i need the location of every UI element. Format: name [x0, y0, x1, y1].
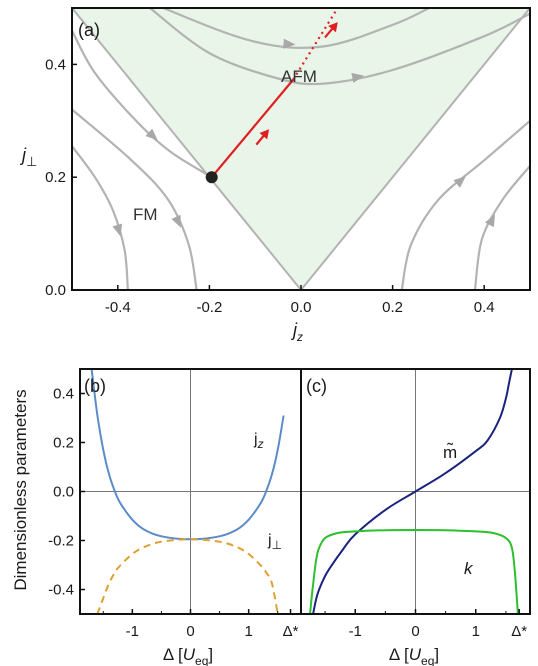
x-tick-label: -1 [126, 623, 139, 640]
y-tick-label-a: 0.4 [45, 56, 66, 73]
flow-line-7 [475, 166, 530, 290]
afm-region [72, 8, 530, 290]
y-tick-label-a: 0.0 [45, 282, 66, 299]
x-axis-label-a: jz [290, 320, 303, 344]
x-tick-label: 0 [186, 623, 194, 640]
y-axis-label-bc: Dimensionless parameters [11, 389, 30, 590]
panel-c: -1 0 1 Δ* (c) m̃ k [301, 369, 530, 640]
x-tick-label: 1 [244, 623, 252, 640]
panel-b-tag: (b) [84, 376, 106, 396]
y-tick-label-a: 0.2 [45, 169, 66, 186]
series-label-jperp: j⊥ [267, 532, 282, 552]
y-tick-label-bc: -0.4 [48, 582, 74, 599]
y-tick-label-bc: -0.2 [48, 533, 74, 550]
flow-line-6 [402, 121, 530, 290]
x-axis-label-b: Δ [Ueq] [163, 645, 213, 666]
x-tick-label-a: -0.2 [196, 299, 222, 316]
x-tick-label: Δ* [283, 623, 299, 640]
panel-a-tag: (a) [78, 20, 100, 40]
panel-a: -0.4 -0.2 0.0 0.2 0.4 0.0 0.2 0.4 (a) AFM FM jz… [19, 0, 530, 344]
y-axis-label-a: j⊥ [19, 145, 37, 169]
x-tick-label-a: 0.2 [382, 299, 403, 316]
series-label-jz: jz [253, 431, 264, 451]
x-tick-label: -1 [349, 623, 362, 640]
series-label-m: m̃ [443, 442, 457, 462]
series-1-line [92, 369, 284, 539]
panel-b: -1 0 1 Δ* -0.4 -0.2 0.0 0.2 0.4 (b) jz j⊥ [48, 369, 301, 640]
y-tick-label-bc: 0.0 [53, 484, 74, 501]
x-tick-label-a: 0.4 [474, 299, 495, 316]
afm-label: AFM [281, 67, 317, 86]
x-tick-label: 0 [411, 623, 419, 640]
fixed-point-marker [206, 171, 218, 183]
series-label-k: k [464, 559, 474, 578]
series-2-line [97, 539, 277, 614]
x-tick-label-a: -0.4 [105, 299, 131, 316]
y-tick-label-bc: 0.4 [53, 386, 74, 403]
y-tick-label-bc: 0.2 [53, 435, 74, 452]
x-tick-label-a: 0.0 [291, 299, 312, 316]
x-axis-label-c: Δ [Ueq] [389, 645, 439, 666]
panel-c-tag: (c) [306, 376, 327, 396]
series-2-line [310, 530, 518, 614]
flow-arrow-3 [112, 224, 125, 238]
flow-line-3 [72, 146, 128, 290]
x-tick-label: 1 [472, 623, 480, 640]
x-tick-label: Δ* [511, 623, 527, 640]
fm-label: FM [133, 205, 158, 224]
